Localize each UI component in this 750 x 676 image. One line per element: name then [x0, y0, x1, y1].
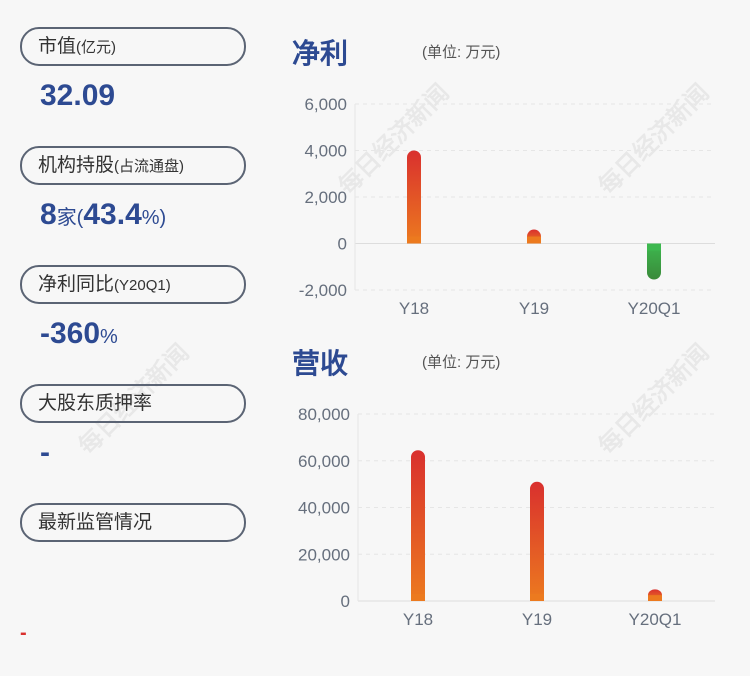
- metric-label-3[interactable]: 大股东质押率: [20, 384, 246, 423]
- bar-base: [527, 236, 541, 244]
- y-tick-label: -2,000: [299, 281, 347, 300]
- metric-label-text: 大股东质押率: [38, 393, 153, 414]
- chart-unit-net-profit: (单位: 万元): [422, 44, 501, 61]
- metric-label-text: 市值: [38, 36, 77, 57]
- chart-title-revenue: 营收: [292, 348, 349, 379]
- metric-value-0: 32.09: [40, 79, 115, 113]
- chart-unit-revenue: (单位: 万元): [422, 354, 501, 371]
- y-tick-label: 40,000: [298, 499, 350, 518]
- metric-label-text: 机构持股: [38, 155, 115, 176]
- metric-label-2[interactable]: 净利同比(Y20Q1): [20, 265, 246, 304]
- metric-value-text: -: [40, 436, 50, 469]
- bar-Y18: [411, 450, 425, 601]
- metric-label-sub: (Y20Q1): [114, 277, 171, 294]
- metric-label-text: 净利同比: [38, 274, 115, 295]
- metric-value-3: -: [40, 436, 50, 470]
- metric-value-text: -360: [40, 317, 101, 350]
- bar-base: [530, 594, 544, 601]
- y-tick-label: 2,000: [304, 188, 347, 207]
- metric-label-0[interactable]: 市值(亿元): [20, 27, 246, 66]
- x-tick-label: Y19: [522, 610, 552, 629]
- chart-title-net-profit: 净利: [292, 38, 349, 69]
- metric-label-sub: (占流通盘): [114, 158, 185, 175]
- metric-value-suffix: %): [141, 207, 167, 229]
- metric-value-1: 8家(43.4%): [40, 198, 166, 232]
- bar-Y18: [407, 150, 421, 244]
- metric-value-2: 43.4: [83, 198, 142, 231]
- metric-value-text: 8: [40, 198, 57, 231]
- metric-value-suffix: %: [100, 326, 118, 348]
- metric-value-text: 32.09: [40, 79, 116, 112]
- metric-label-sub: (亿元): [76, 39, 117, 56]
- x-tick-label: Y19: [519, 299, 549, 318]
- y-tick-label: 6,000: [304, 95, 347, 114]
- regulation-value: -: [20, 622, 27, 644]
- x-tick-label: Y18: [399, 299, 429, 318]
- metric-label-4[interactable]: 最新监管情况: [20, 503, 246, 542]
- metric-value-2: -360%: [40, 317, 118, 351]
- metric-value-mid: 家(: [56, 207, 84, 229]
- y-tick-label: 60,000: [298, 452, 350, 471]
- metric-label-1[interactable]: 机构持股(占流通盘): [20, 146, 246, 185]
- y-tick-label: 0: [341, 592, 350, 611]
- x-tick-label: Y20Q1: [629, 610, 682, 629]
- bar-Y20Q1: [647, 243, 661, 280]
- y-tick-label: 0: [338, 235, 347, 254]
- bar-base: [411, 594, 425, 601]
- bar-base: [648, 595, 662, 601]
- bar-Y19: [530, 481, 544, 601]
- y-tick-label: 20,000: [298, 545, 350, 564]
- metric-label-text: 最新监管情况: [38, 512, 153, 533]
- x-tick-label: Y18: [403, 610, 433, 629]
- x-tick-label: Y20Q1: [628, 299, 681, 318]
- bar-base: [647, 243, 661, 251]
- y-tick-label: 4,000: [304, 142, 347, 161]
- y-tick-label: 80,000: [298, 405, 350, 424]
- bar-base: [407, 236, 421, 244]
